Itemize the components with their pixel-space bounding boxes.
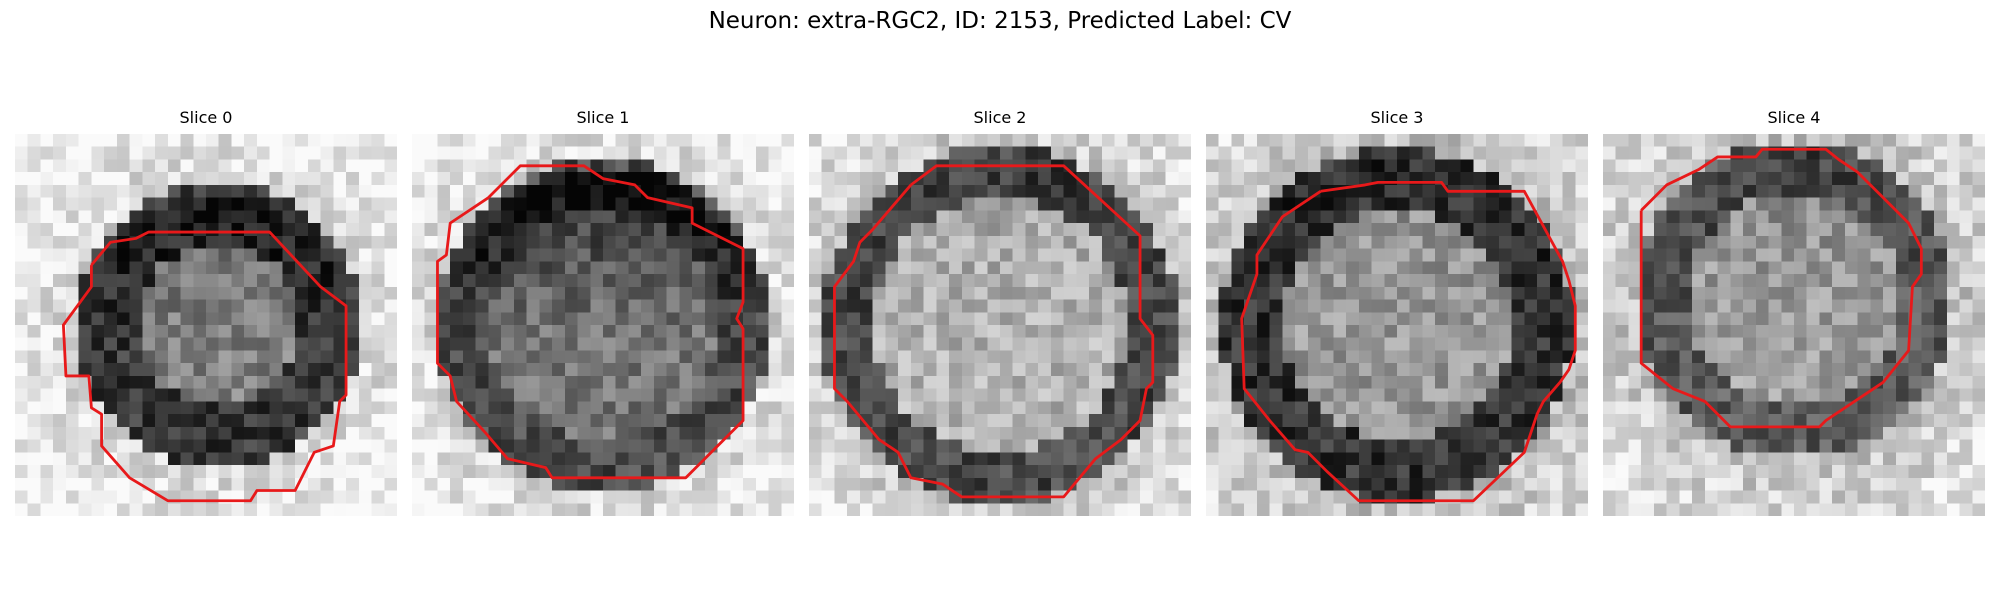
slice-image-0 <box>15 134 397 516</box>
slice-title-3: Slice 3 <box>1206 108 1588 128</box>
slice-panel-2: Slice 2 <box>809 108 1191 516</box>
slice-title-0: Slice 0 <box>15 108 397 128</box>
slice-panel-1: Slice 1 <box>412 108 794 516</box>
slice-image-2 <box>809 134 1191 516</box>
slice-image-3 <box>1206 134 1588 516</box>
slice-panel-0: Slice 0 <box>15 108 397 516</box>
slice-panel-3: Slice 3 <box>1206 108 1588 516</box>
slice-image-4 <box>1603 134 1985 516</box>
slice-image-1 <box>412 134 794 516</box>
slice-title-4: Slice 4 <box>1603 108 1985 128</box>
slice-title-1: Slice 1 <box>412 108 794 128</box>
figure-title: Neuron: extra-RGC2, ID: 2153, Predicted … <box>0 6 2000 36</box>
slice-title-2: Slice 2 <box>809 108 1191 128</box>
slice-panel-4: Slice 4 <box>1603 108 1985 516</box>
